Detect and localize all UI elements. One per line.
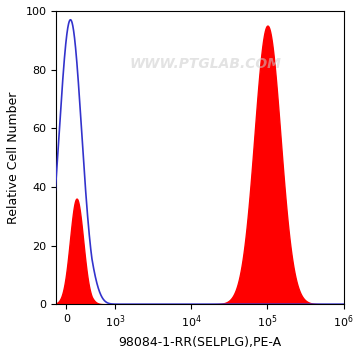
Y-axis label: Relative Cell Number: Relative Cell Number <box>7 91 20 224</box>
Text: WWW.PTGLAB.COM: WWW.PTGLAB.COM <box>130 57 282 71</box>
X-axis label: 98084-1-RR(SELPLG),PE-A: 98084-1-RR(SELPLG),PE-A <box>118 336 282 349</box>
